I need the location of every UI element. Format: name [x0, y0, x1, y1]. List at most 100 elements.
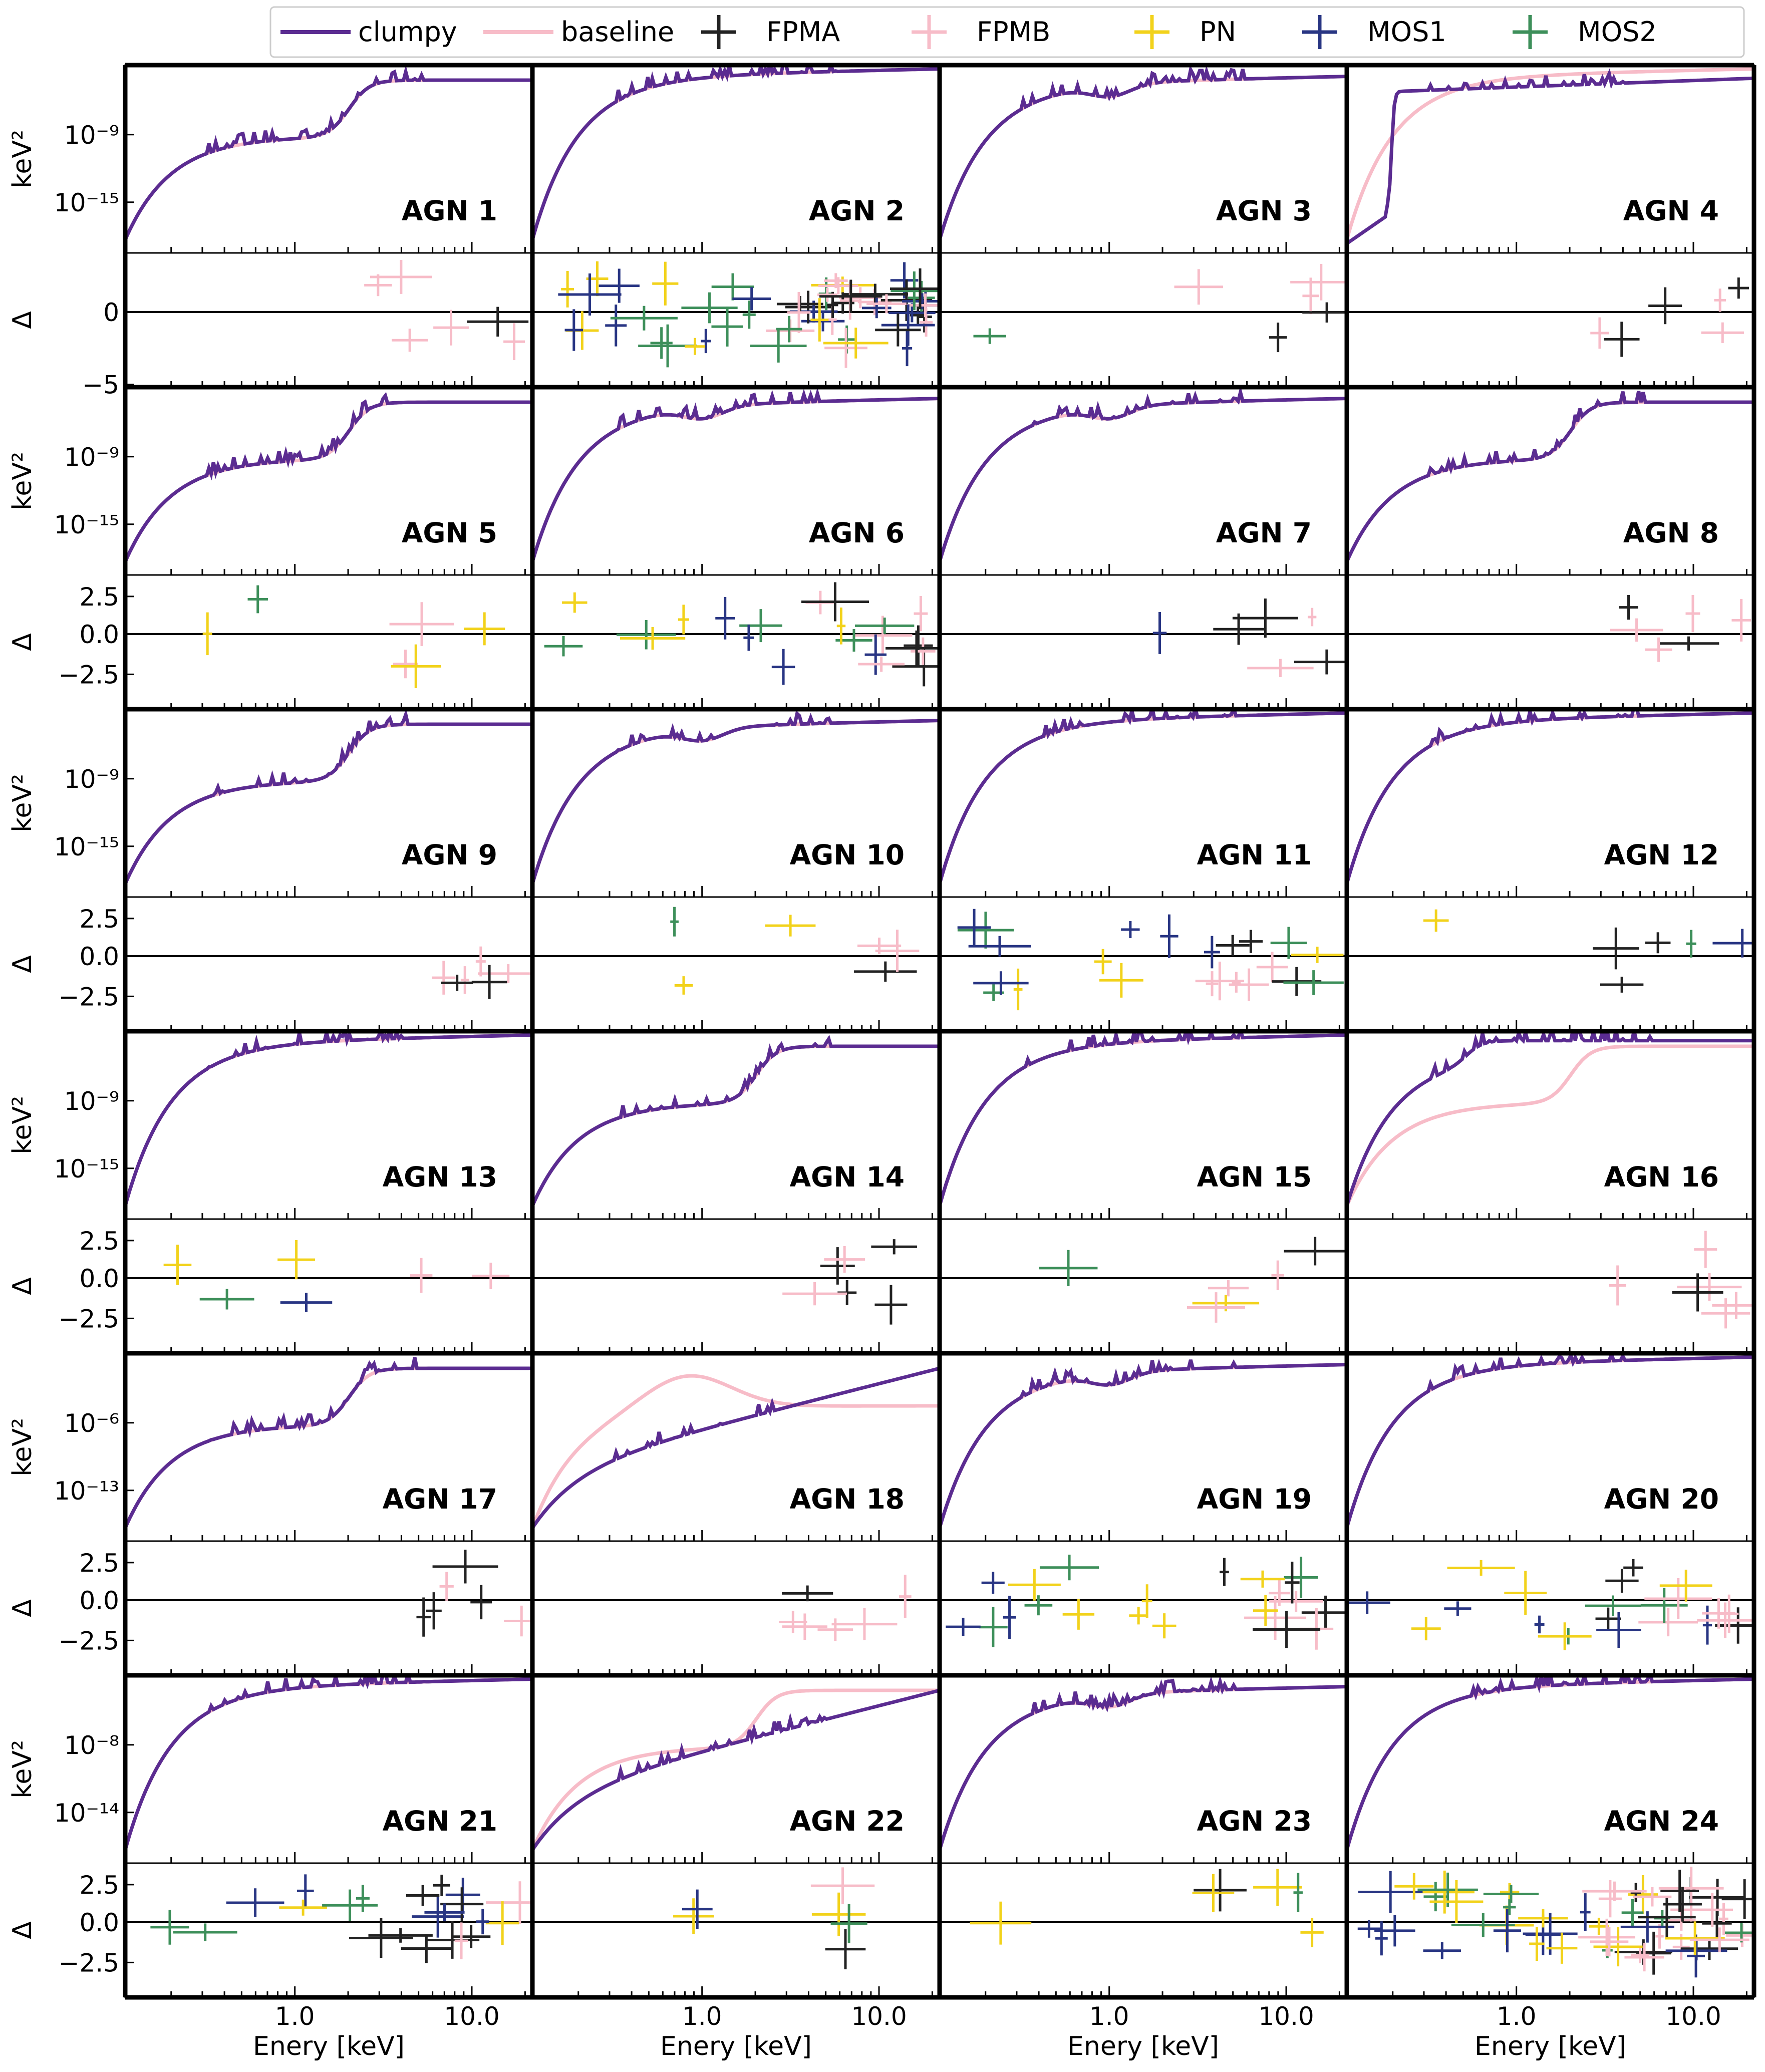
model-ytick-label: 10⁻¹⁴: [54, 1799, 119, 1828]
residual-ytick-label: −2.5: [59, 1304, 119, 1333]
clumpy-model-curve: [532, 710, 940, 884]
x-ticks: [985, 564, 1340, 709]
panel-label: AGN 5: [402, 517, 497, 549]
legend: clumpy baseline FPMA FPMB PN MOS1 MOS2: [269, 6, 1745, 58]
panel-label: AGN 10: [790, 839, 905, 871]
y-tick-labels: 10⁻⁹ 10⁻¹⁵ 2.5 0.0 −2.5 keV² Δ: [8, 443, 134, 689]
model-ytick-label: 10⁻⁶: [64, 1409, 119, 1438]
panel-label: AGN 12: [1604, 839, 1719, 871]
panel-label: AGN 18: [790, 1483, 905, 1515]
residual-points: [1610, 595, 1751, 662]
panel-label: AGN 21: [383, 1805, 497, 1837]
panel-agn-17: AGN 17 10⁻⁶ 10⁻¹³ 2.5 0.0 −2.5 keV² Δ: [8, 1352, 533, 1676]
panel-label: AGN 17: [383, 1483, 497, 1515]
clumpy-model-curve: [940, 1675, 1347, 1851]
panel-label: AGN 7: [1216, 517, 1312, 549]
residual-points: [1609, 1231, 1754, 1329]
panel-label: AGN 4: [1623, 195, 1719, 227]
x-ticks: [1392, 564, 1747, 709]
panel-label: AGN 9: [402, 839, 497, 871]
x-ticks: [170, 564, 526, 709]
residual-ytick-label: −5: [82, 371, 119, 400]
residual-points: [1590, 277, 1749, 357]
legend-label: clumpy: [358, 16, 457, 48]
y-tick-labels: 10⁻⁹ 10⁻¹⁵ 0 −5 keV² Δ: [8, 121, 134, 400]
model-ytick-label: 10⁻⁹: [64, 121, 119, 150]
panel-agn-18: AGN 18: [531, 1352, 941, 1676]
residual-points: [1347, 1559, 1754, 1650]
xtick-label: 1.0: [275, 2002, 315, 2031]
model-ytick-label: 10⁻⁹: [64, 1087, 119, 1116]
y-tick-labels: 10⁻⁹ 10⁻¹⁵ 2.5 0.0 −2.5 keV² Δ: [8, 1087, 134, 1333]
xtick-label: 1.0: [1089, 2002, 1129, 2031]
clumpy-model-curve: [532, 1688, 940, 1851]
clumpy-model-curve: [125, 1031, 532, 1207]
ylabel-residual: Δ: [8, 955, 38, 973]
model-ytick-label: 10⁻⁹: [64, 765, 119, 794]
ylabel-model: keV²: [8, 1096, 38, 1154]
legend-frame: [269, 6, 1745, 58]
y-tick-labels: 10⁻⁸ 10⁻¹⁴ 2.5 0.0 −2.5 keV² Δ: [8, 1731, 134, 1977]
panel-label: AGN 8: [1623, 517, 1719, 549]
legend-items: clumpy baseline FPMA FPMB PN MOS1 MOS2: [280, 15, 1657, 49]
residual-points: [364, 260, 529, 361]
legend-label: MOS1: [1367, 16, 1446, 48]
residual-ytick-label: −2.5: [59, 982, 119, 1011]
ylabel-model: keV²: [8, 1740, 38, 1799]
legend-label: baseline: [561, 16, 674, 48]
panel-label: AGN 1: [402, 195, 497, 227]
clumpy-model-curve: [940, 387, 1347, 562]
residual-points: [558, 261, 940, 368]
residual-ytick-label: −2.5: [59, 1948, 119, 1977]
residual-points: [1152, 599, 1347, 678]
residual-points: [670, 907, 920, 995]
residual-ytick-label: 2.5: [79, 582, 119, 612]
panel-label: AGN 19: [1197, 1483, 1312, 1515]
baseline-model-curve: [532, 1374, 940, 1529]
clumpy-model-curve: [940, 709, 1347, 884]
residual-points: [673, 1867, 875, 1969]
legend-label: PN: [1200, 16, 1236, 48]
y-tick-labels: 10⁻⁹ 10⁻¹⁵ 2.5 0.0 −2.5 keV² Δ: [8, 765, 134, 1011]
legend-entry-mos1: MOS1: [1302, 15, 1446, 49]
xlabel: Enery [keV]: [1475, 2031, 1626, 2061]
residual-ytick-label: 2.5: [79, 905, 119, 934]
xtick-label: 10.0: [1258, 2002, 1314, 2031]
residual-points: [1357, 1867, 1754, 1978]
panel-label: AGN 15: [1197, 1161, 1312, 1193]
clumpy-model-curve: [1347, 709, 1754, 884]
legend-entry-fpma: FPMA: [701, 15, 840, 49]
residual-ytick-label: 2.5: [79, 1227, 119, 1256]
ylabel-residual: Δ: [8, 1599, 38, 1617]
residual-points: [432, 946, 532, 999]
residual-points: [946, 1555, 1347, 1650]
ylabel-residual: Δ: [8, 1921, 38, 1939]
clumpy-model-curve: [1347, 391, 1754, 563]
residual-points: [957, 909, 1344, 1011]
panel-agn-11: AGN 11: [939, 708, 1348, 1032]
residual-ytick-label: 2.5: [79, 1871, 119, 1900]
baseline-model-curve: [1347, 1044, 1754, 1207]
residual-ytick-label: 2.5: [79, 1549, 119, 1578]
xlabel: Enery [keV]: [253, 2031, 405, 2061]
model-ytick-label: 10⁻¹³: [54, 1476, 119, 1506]
residual-ytick-label: −2.5: [59, 1626, 119, 1655]
residual-points: [782, 1239, 918, 1325]
clumpy-model-curve: [532, 1035, 940, 1207]
ylabel-residual: Δ: [8, 1277, 38, 1295]
clumpy-model-curve: [1347, 1353, 1754, 1529]
residual-points: [544, 582, 940, 687]
residual-points: [202, 585, 505, 689]
clumpy-model-curve: [125, 392, 532, 563]
y-tick-labels: 10⁻⁶ 10⁻¹³ 2.5 0.0 −2.5 keV² Δ: [8, 1409, 134, 1655]
panel-label: AGN 2: [809, 195, 905, 227]
ylabel-model: keV²: [8, 1418, 38, 1476]
ylabel-model: keV²: [8, 452, 38, 510]
x-ticks: [170, 886, 526, 1031]
residual-points: [1423, 909, 1754, 993]
clumpy-model-curve: [125, 1357, 532, 1529]
clumpy-model-curve: [1347, 1675, 1754, 1851]
panel-agn-20: AGN 20: [1346, 1352, 1755, 1676]
